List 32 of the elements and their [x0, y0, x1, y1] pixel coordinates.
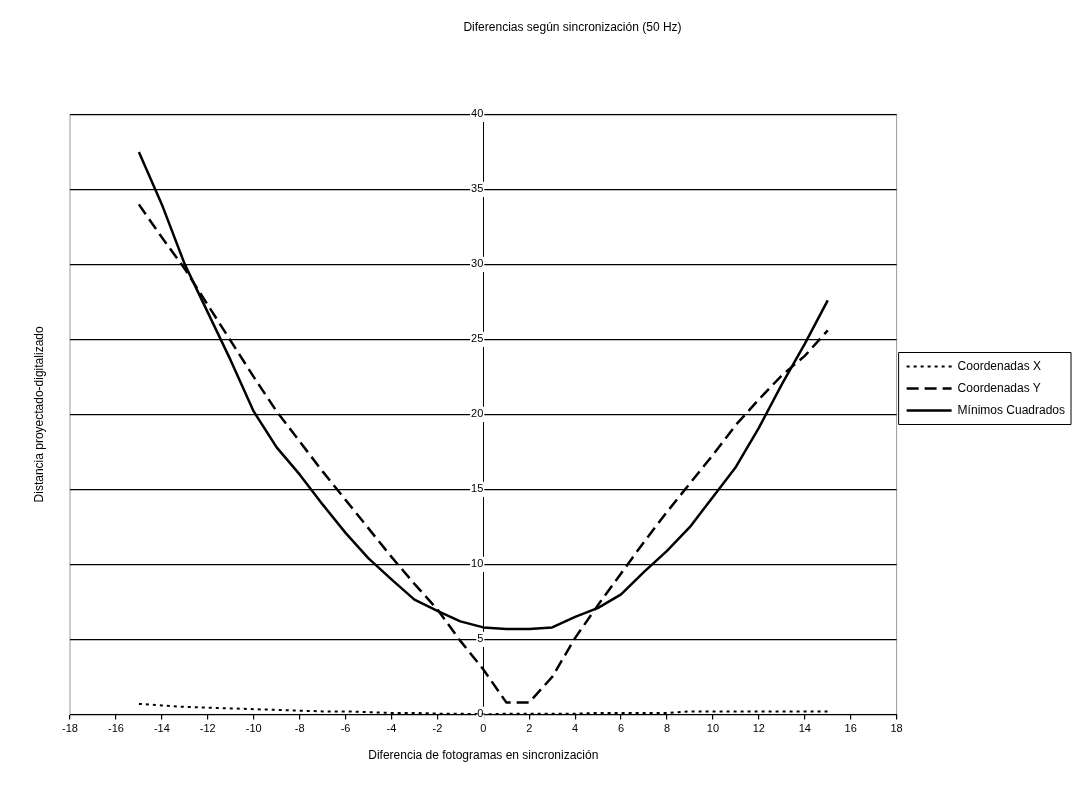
x-tick-label: 6	[618, 722, 625, 735]
legend-label: Coordenadas Y	[957, 380, 1041, 395]
x-tick-label: 8	[663, 722, 671, 735]
x-tick-label: -4	[386, 722, 397, 735]
x-tick-label: 10	[706, 722, 720, 735]
y-tick-label: 10	[471, 557, 484, 570]
y-tick-label: 20	[471, 407, 484, 420]
y-tick-label: 30	[471, 257, 484, 270]
y-tick-label: 5	[477, 632, 484, 645]
legend-label: Coordenadas X	[957, 358, 1042, 373]
x-tick-label: -10	[245, 722, 262, 735]
x-axis-title: Diferencia de fotogramas en sincronización	[368, 748, 599, 763]
x-tick-label: 4	[572, 722, 579, 735]
x-tick-label: -16	[107, 722, 124, 735]
x-tick-label: -14	[153, 722, 170, 735]
x-tick-label: 12	[752, 722, 765, 735]
legend-label: Mínimos Cuadrados	[957, 402, 1066, 417]
y-tick-label: 40	[471, 107, 484, 120]
x-tick-label: -2	[432, 722, 443, 735]
y-tick-label: 35	[471, 182, 484, 195]
x-tick-label: 14	[798, 722, 811, 735]
x-tick-label: 18	[890, 722, 903, 735]
y-axis-title: Distancia proyectado-digitalizado	[32, 326, 47, 503]
x-tick-label: -8	[294, 722, 305, 735]
x-tick-label: -12	[199, 722, 216, 735]
x-tick-label: 2	[526, 722, 533, 735]
y-tick-label: 25	[471, 332, 484, 345]
x-tick-label: -6	[340, 722, 351, 735]
chart-title: Diferencias según sincronización (50 Hz)	[463, 19, 682, 34]
y-tick-label: 15	[471, 482, 484, 495]
x-tick-label: 16	[844, 722, 857, 735]
x-tick-label: -18	[62, 722, 78, 735]
